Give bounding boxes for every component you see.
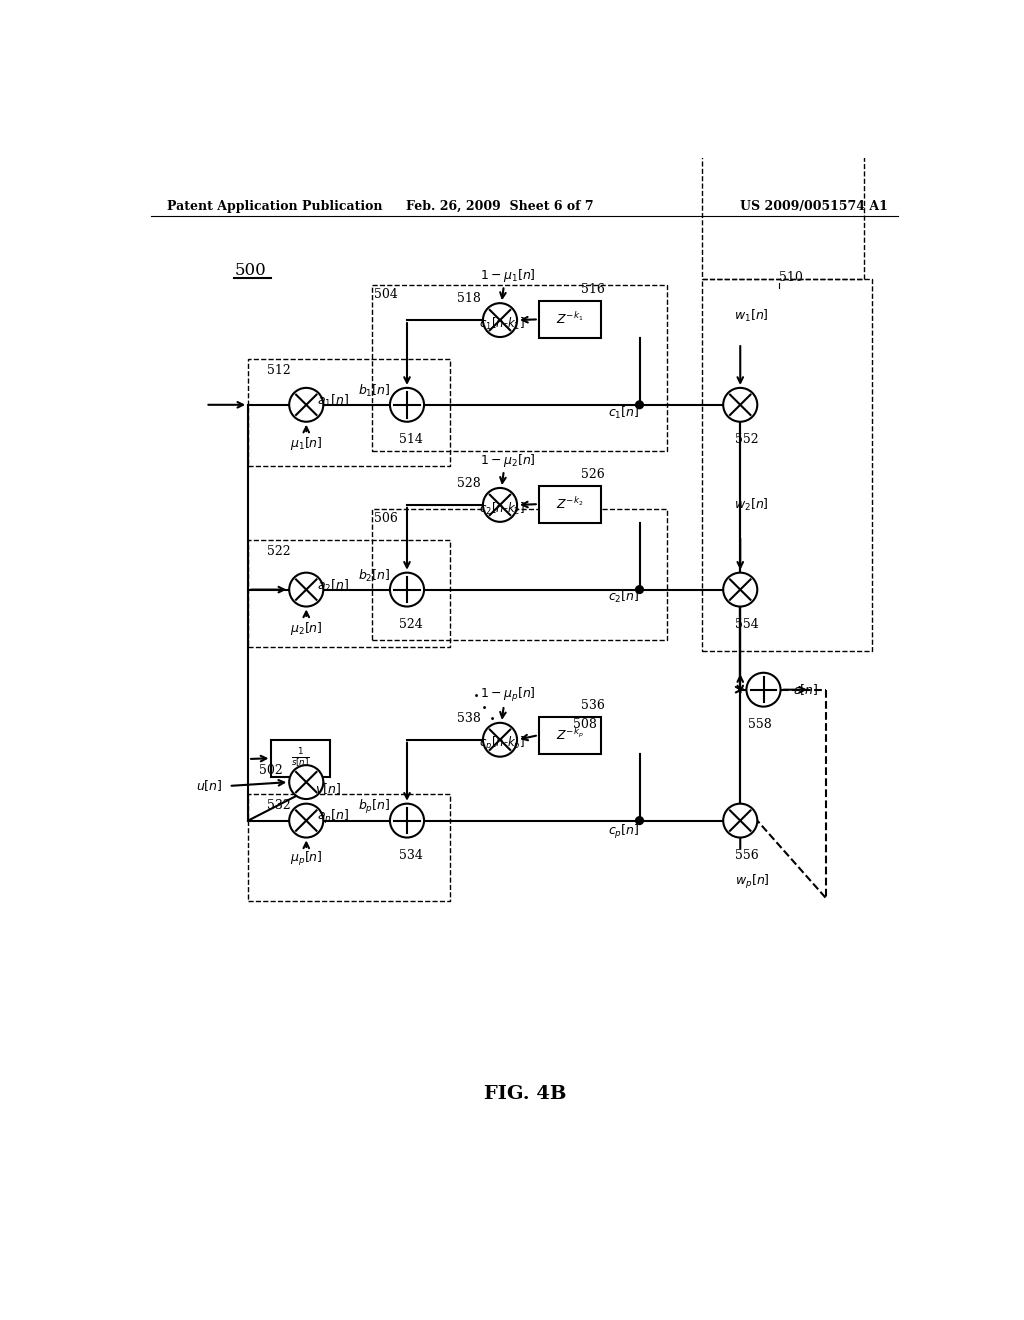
Text: 516: 516 bbox=[581, 282, 605, 296]
Text: $c_p[n]$: $c_p[n]$ bbox=[608, 824, 640, 841]
Text: 528: 528 bbox=[457, 477, 481, 490]
Text: $w_p[n]$: $w_p[n]$ bbox=[734, 874, 769, 891]
Text: $c_2[n$-$k_2]$: $c_2[n$-$k_2]$ bbox=[479, 500, 525, 517]
Circle shape bbox=[390, 804, 424, 838]
Text: $c_1[n]$: $c_1[n]$ bbox=[608, 404, 640, 421]
Text: 536: 536 bbox=[581, 698, 605, 711]
Text: $c_1[n$-$k_1]$: $c_1[n$-$k_1]$ bbox=[479, 315, 525, 333]
Text: 514: 514 bbox=[399, 433, 423, 446]
Text: 522: 522 bbox=[267, 545, 291, 557]
Text: $c_2[n]$: $c_2[n]$ bbox=[608, 589, 640, 606]
Text: 526: 526 bbox=[582, 467, 605, 480]
Bar bbox=[372, 508, 667, 640]
Bar bbox=[539, 301, 601, 338]
Text: ·: · bbox=[488, 710, 496, 731]
Circle shape bbox=[746, 673, 780, 706]
Circle shape bbox=[636, 586, 643, 594]
Text: 558: 558 bbox=[748, 718, 771, 731]
Text: 538: 538 bbox=[457, 711, 481, 725]
Bar bbox=[701, 0, 864, 280]
Text: $w_2[n]$: $w_2[n]$ bbox=[734, 496, 769, 513]
Text: $\frac{1}{s[n]}$: $\frac{1}{s[n]}$ bbox=[291, 746, 310, 770]
Text: Feb. 26, 2009  Sheet 6 of 7: Feb. 26, 2009 Sheet 6 of 7 bbox=[407, 199, 594, 213]
Circle shape bbox=[723, 804, 758, 838]
Circle shape bbox=[289, 766, 324, 799]
Text: $\mu_1[n]$: $\mu_1[n]$ bbox=[290, 434, 323, 451]
Text: ·: · bbox=[481, 698, 488, 719]
Text: $1-\mu_p[n]$: $1-\mu_p[n]$ bbox=[480, 686, 536, 704]
Circle shape bbox=[636, 401, 643, 409]
Circle shape bbox=[483, 304, 517, 337]
Text: ·: · bbox=[473, 686, 480, 709]
Text: 508: 508 bbox=[573, 718, 597, 731]
Text: $\mu_2[n]$: $\mu_2[n]$ bbox=[290, 619, 323, 636]
Bar bbox=[539, 486, 601, 523]
Text: US 2009/0051574 A1: US 2009/0051574 A1 bbox=[739, 199, 888, 213]
Bar bbox=[701, 280, 872, 651]
Text: $w_1[n]$: $w_1[n]$ bbox=[734, 308, 769, 325]
Text: $b_2[n]$: $b_2[n]$ bbox=[358, 568, 391, 583]
Text: $v[n]$: $v[n]$ bbox=[314, 781, 341, 796]
Text: $1-\mu_2[n]$: $1-\mu_2[n]$ bbox=[480, 451, 536, 469]
Text: 534: 534 bbox=[399, 849, 423, 862]
Text: $b_1[n]$: $b_1[n]$ bbox=[358, 383, 391, 399]
Text: FIG. 4B: FIG. 4B bbox=[483, 1085, 566, 1104]
Circle shape bbox=[289, 388, 324, 422]
Bar bbox=[248, 359, 450, 466]
Bar bbox=[248, 793, 450, 902]
Text: 556: 556 bbox=[734, 849, 759, 862]
Text: 554: 554 bbox=[734, 618, 759, 631]
Text: $Z^{-k_2}$: $Z^{-k_2}$ bbox=[556, 496, 584, 512]
Text: $a_p[n]$: $a_p[n]$ bbox=[317, 808, 349, 826]
Bar bbox=[248, 540, 450, 647]
Circle shape bbox=[289, 804, 324, 838]
Text: $a_1[n]$: $a_1[n]$ bbox=[317, 393, 349, 409]
Text: $\varepsilon[n]$: $\varepsilon[n]$ bbox=[794, 682, 819, 697]
Circle shape bbox=[390, 573, 424, 607]
Text: $b_p[n]$: $b_p[n]$ bbox=[358, 797, 391, 816]
Text: $Z^{-k_1}$: $Z^{-k_1}$ bbox=[556, 312, 584, 327]
Text: Patent Application Publication: Patent Application Publication bbox=[167, 199, 382, 213]
Bar bbox=[271, 739, 330, 776]
Circle shape bbox=[723, 573, 758, 607]
Circle shape bbox=[483, 488, 517, 521]
Circle shape bbox=[289, 573, 324, 607]
Circle shape bbox=[390, 388, 424, 422]
Text: 512: 512 bbox=[267, 363, 291, 376]
Text: 524: 524 bbox=[399, 618, 423, 631]
Circle shape bbox=[636, 817, 643, 825]
Text: $a_2[n]$: $a_2[n]$ bbox=[317, 578, 349, 594]
Text: 532: 532 bbox=[267, 799, 291, 812]
Text: 502: 502 bbox=[259, 764, 284, 777]
Circle shape bbox=[723, 388, 758, 422]
Bar bbox=[372, 285, 667, 451]
Text: 510: 510 bbox=[778, 271, 803, 284]
Text: 506: 506 bbox=[374, 512, 398, 525]
Text: $1-\mu_1[n]$: $1-\mu_1[n]$ bbox=[480, 267, 536, 284]
Text: 504: 504 bbox=[374, 288, 398, 301]
Text: 518: 518 bbox=[457, 292, 481, 305]
Text: $Z^{-k_p}$: $Z^{-k_p}$ bbox=[556, 727, 584, 743]
Bar bbox=[539, 717, 601, 754]
Circle shape bbox=[483, 723, 517, 756]
Text: 500: 500 bbox=[234, 261, 266, 279]
Text: 552: 552 bbox=[734, 433, 758, 446]
Text: $c_p[n$-$k_p]$: $c_p[n$-$k_p]$ bbox=[479, 735, 525, 752]
Text: $\mu_p[n]$: $\mu_p[n]$ bbox=[290, 850, 323, 869]
Text: $u[n]$: $u[n]$ bbox=[197, 779, 222, 793]
